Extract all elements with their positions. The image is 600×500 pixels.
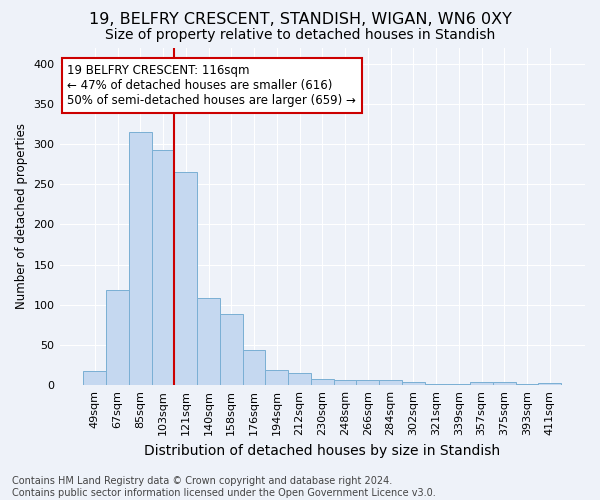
Bar: [379, 380, 402, 385]
Bar: [448, 384, 470, 385]
Bar: [288, 373, 311, 385]
Bar: [265, 370, 288, 385]
Text: 19, BELFRY CRESCENT, STANDISH, WIGAN, WN6 0XY: 19, BELFRY CRESCENT, STANDISH, WIGAN, WN…: [89, 12, 511, 28]
Bar: [152, 150, 175, 385]
Bar: [220, 314, 242, 385]
Bar: [402, 382, 425, 385]
Bar: [425, 384, 448, 385]
Bar: [470, 382, 493, 385]
Bar: [538, 383, 561, 385]
Text: 19 BELFRY CRESCENT: 116sqm
← 47% of detached houses are smaller (616)
50% of sem: 19 BELFRY CRESCENT: 116sqm ← 47% of deta…: [67, 64, 356, 108]
Bar: [83, 370, 106, 385]
Bar: [129, 132, 152, 385]
Bar: [242, 350, 265, 385]
Bar: [493, 382, 515, 385]
Y-axis label: Number of detached properties: Number of detached properties: [15, 124, 28, 310]
Text: Size of property relative to detached houses in Standish: Size of property relative to detached ho…: [105, 28, 495, 42]
Bar: [197, 298, 220, 385]
X-axis label: Distribution of detached houses by size in Standish: Distribution of detached houses by size …: [144, 444, 500, 458]
Bar: [515, 384, 538, 385]
Bar: [356, 380, 379, 385]
Bar: [334, 380, 356, 385]
Bar: [311, 378, 334, 385]
Text: Contains HM Land Registry data © Crown copyright and database right 2024.
Contai: Contains HM Land Registry data © Crown c…: [12, 476, 436, 498]
Bar: [175, 172, 197, 385]
Bar: [106, 290, 129, 385]
